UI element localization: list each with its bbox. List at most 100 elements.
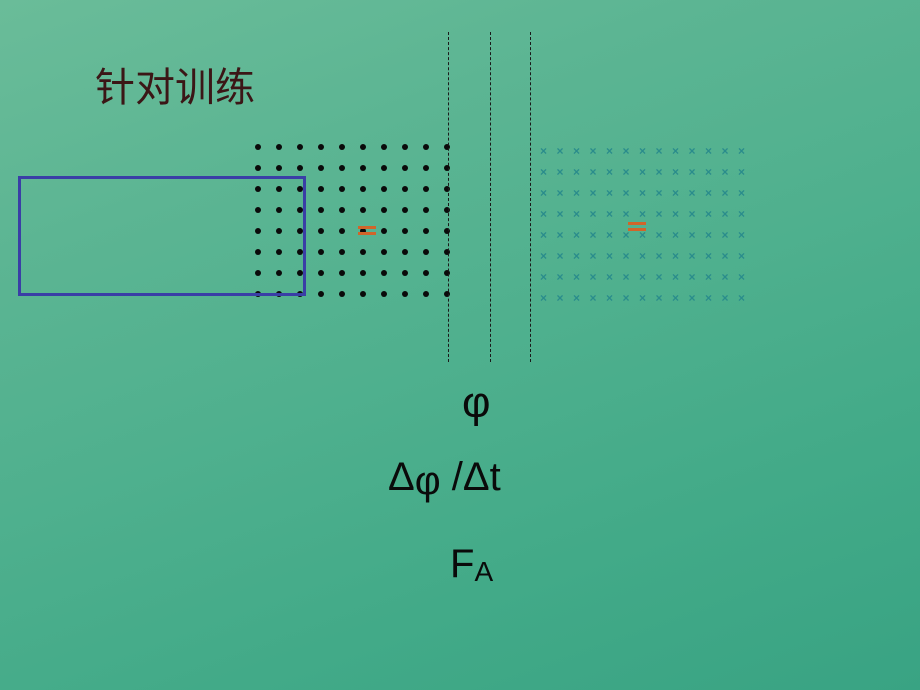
phi-symbol: φ [462,378,491,427]
field-cross: × [738,208,745,220]
field-dot [318,165,324,171]
field-cross: × [540,250,547,262]
field-dot [423,186,429,192]
field-cross: × [738,292,745,304]
field-cross: × [705,229,712,241]
field-cross: × [606,292,613,304]
field-dot [402,186,408,192]
field-cross: × [639,145,646,157]
field-cross: × [623,250,630,262]
field-cross: × [623,292,630,304]
field-cross: × [639,271,646,283]
field-cross: × [656,271,663,283]
field-cross: × [722,271,729,283]
field-dot [318,207,324,213]
field-dot [444,228,450,234]
field-cross: × [656,166,663,178]
field-cross: × [540,271,547,283]
field-cross: × [722,166,729,178]
field-dot [423,228,429,234]
field-cross: × [705,271,712,283]
field-dot [402,291,408,297]
field-dot [297,165,303,171]
field-dot [444,270,450,276]
field-cross: × [540,208,547,220]
field-cross: × [590,250,597,262]
field-cross: × [557,229,564,241]
field-dot [360,165,366,171]
field-dot [360,249,366,255]
equals-marker [358,226,376,236]
field-cross: × [573,229,580,241]
field-cross: × [722,187,729,199]
field-cross: × [540,145,547,157]
field-cross: × [689,208,696,220]
field-cross: × [672,229,679,241]
field-dot [339,165,345,171]
field-cross: × [722,145,729,157]
field-dot [402,165,408,171]
field-dot [423,144,429,150]
field-dot [381,228,387,234]
field-cross: × [540,292,547,304]
field-dot [402,270,408,276]
field-dot [423,207,429,213]
field-cross: × [672,292,679,304]
field-dot [360,186,366,192]
field-cross: × [573,271,580,283]
field-cross: × [656,145,663,157]
a-subscript: A [474,556,493,587]
field-cross: × [689,271,696,283]
field-cross: × [672,187,679,199]
field-cross: × [590,292,597,304]
field-cross: × [557,208,564,220]
field-cross: × [722,229,729,241]
field-dot [444,165,450,171]
field-cross: × [573,166,580,178]
field-cross: × [656,229,663,241]
delta-symbol: Δ [388,455,415,499]
equals-marker [628,222,646,232]
field-cross: × [672,145,679,157]
field-cross: × [656,208,663,220]
field-dot [423,249,429,255]
field-cross: × [639,187,646,199]
field-cross: × [738,250,745,262]
field-cross: × [639,208,646,220]
field-cross: × [738,145,745,157]
conducting-loop [18,176,306,296]
dashed-boundary [490,32,491,362]
field-cross: × [738,166,745,178]
field-cross: × [689,187,696,199]
dashed-boundary [448,32,449,362]
field-dot [381,207,387,213]
field-dot [276,165,282,171]
field-cross: × [623,166,630,178]
formula-dphi-dt: Δφ /Δt [388,455,501,500]
field-dot [339,270,345,276]
formula-phi: φ [462,378,491,428]
field-cross: × [606,229,613,241]
field-dot [339,144,345,150]
field-cross: × [540,166,547,178]
field-cross: × [573,145,580,157]
field-cross: × [557,292,564,304]
field-cross: × [606,250,613,262]
field-dot [339,186,345,192]
field-dot [381,249,387,255]
field-dot [255,144,261,150]
field-cross: × [656,250,663,262]
field-cross: × [722,208,729,220]
field-dot [339,207,345,213]
phi-symbol-2: φ [415,459,441,503]
field-cross: × [656,187,663,199]
field-cross: × [540,229,547,241]
field-cross: × [557,187,564,199]
field-dot [318,249,324,255]
field-cross: × [557,166,564,178]
field-cross: × [590,271,597,283]
field-dot [423,270,429,276]
field-dot [381,270,387,276]
field-cross: × [573,208,580,220]
field-cross: × [623,145,630,157]
